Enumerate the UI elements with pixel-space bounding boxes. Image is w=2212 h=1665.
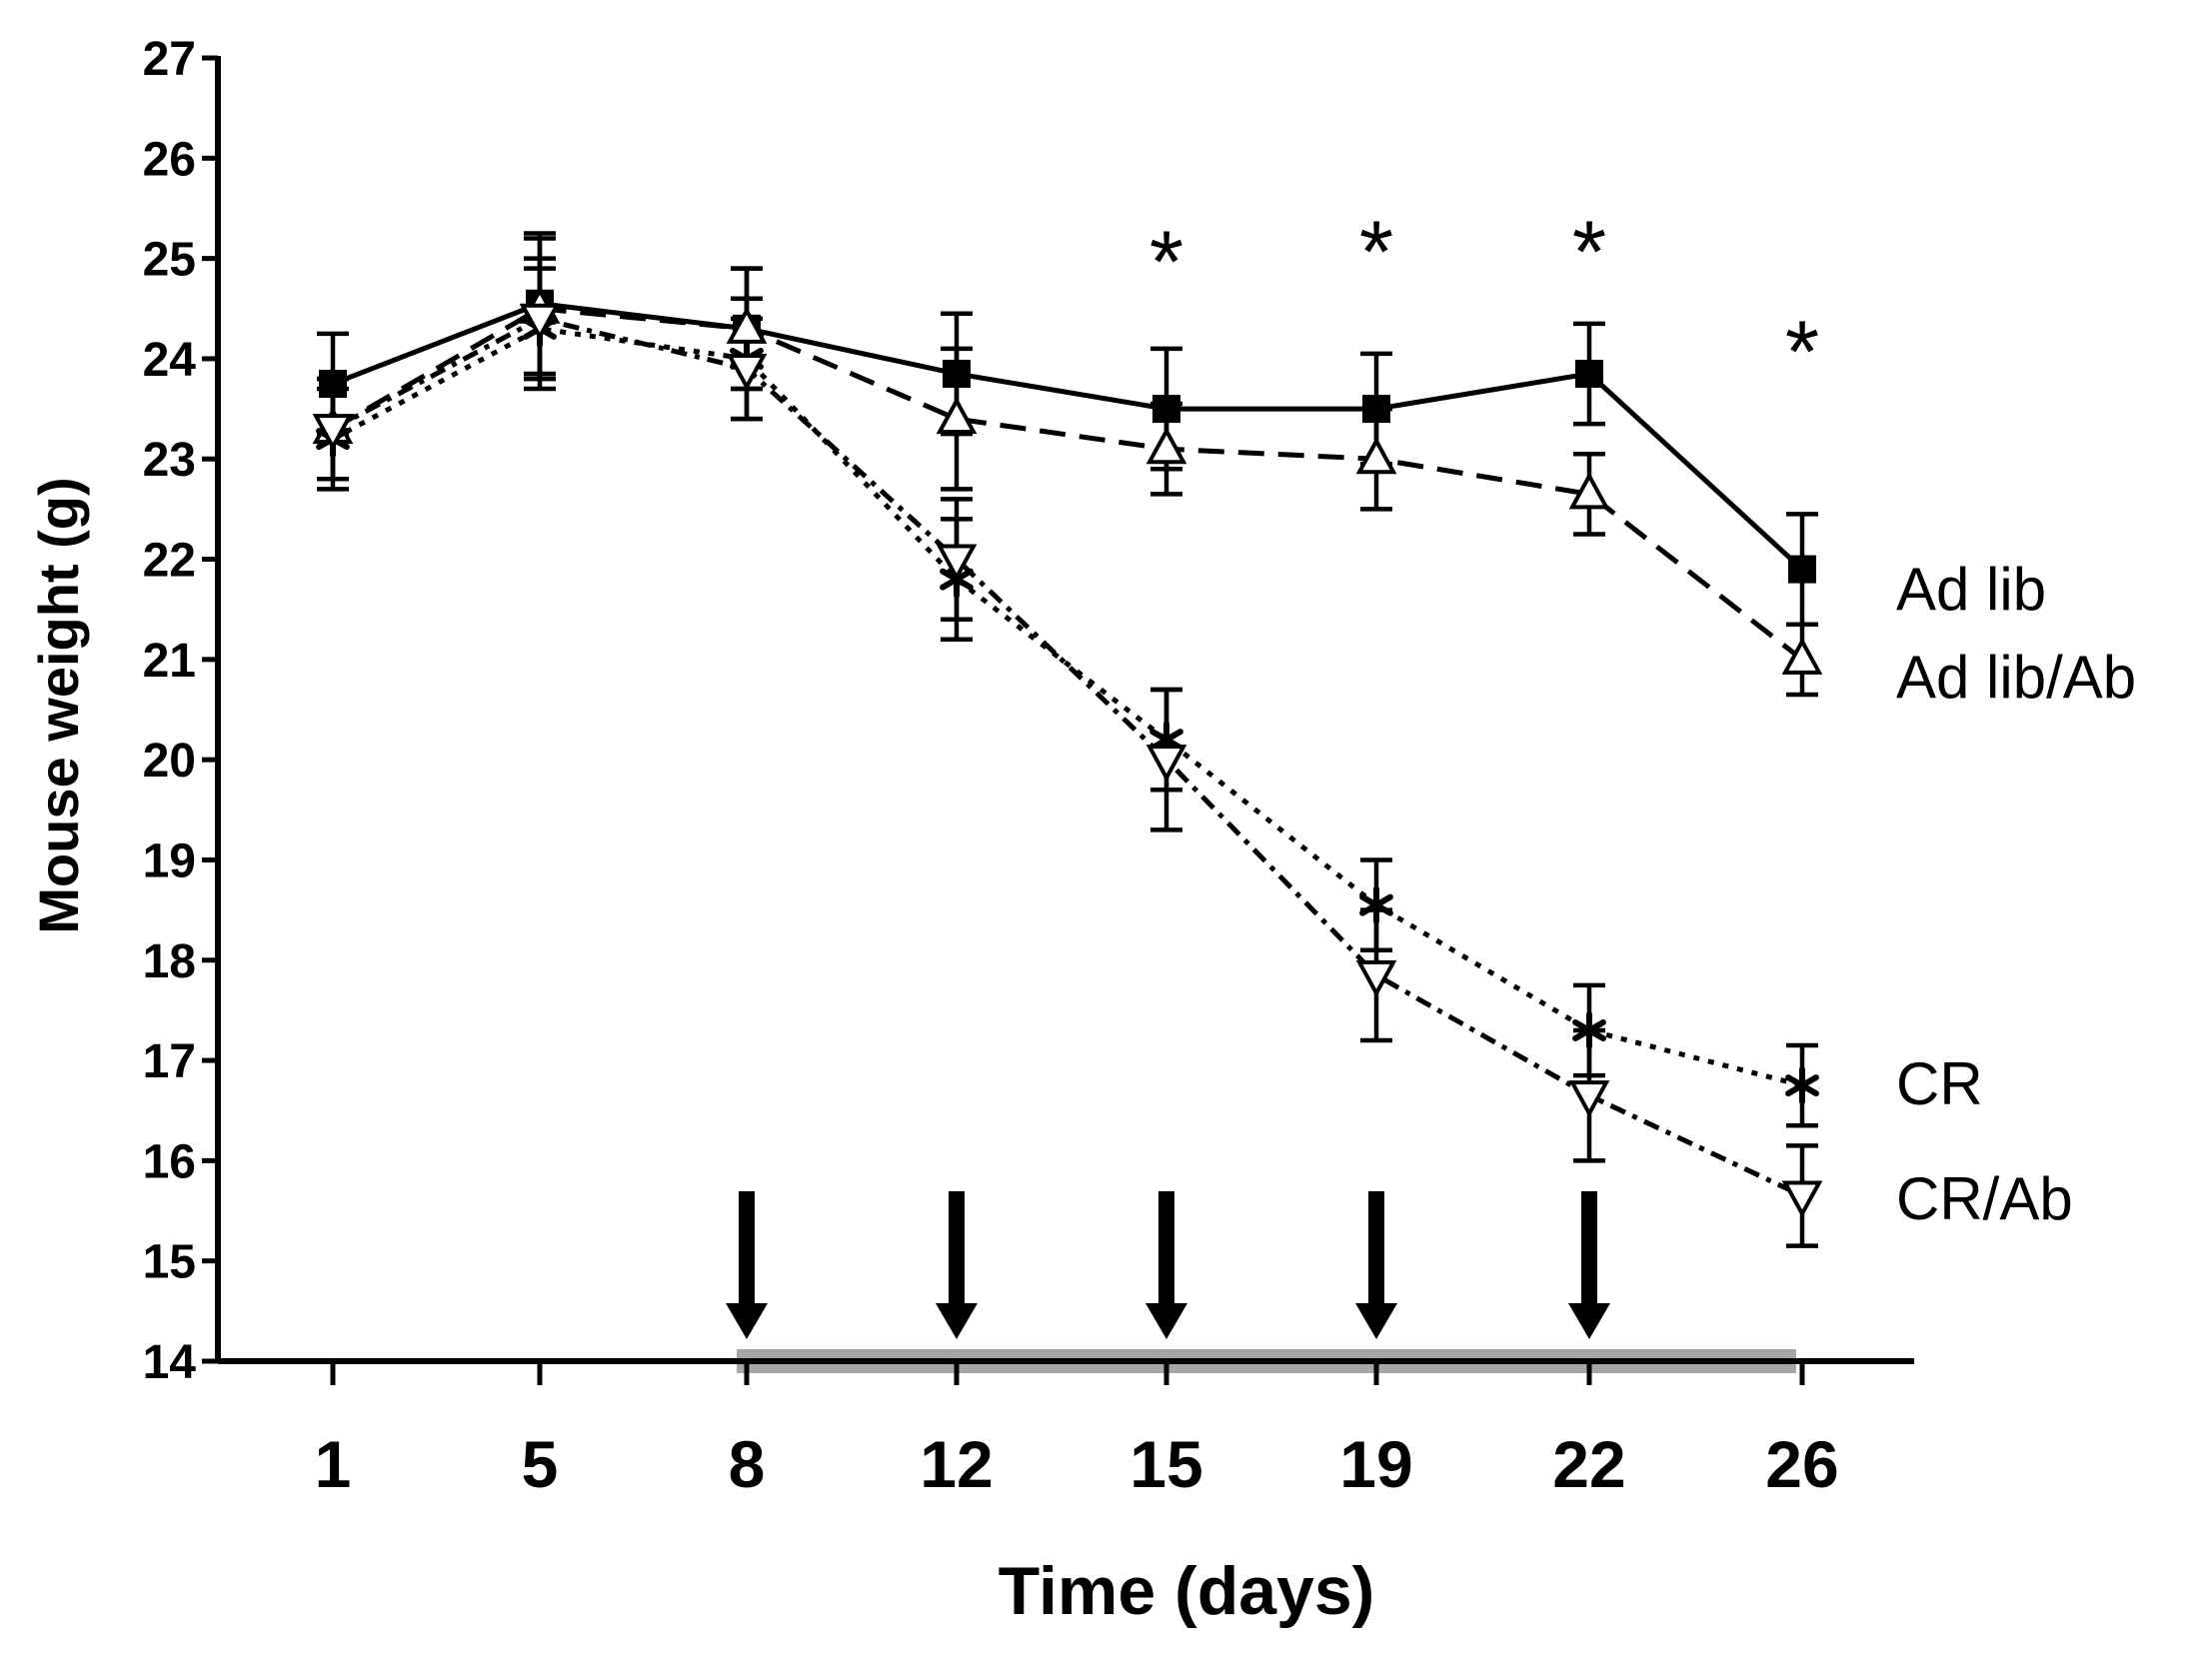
y-axis-title: Mouse weight (g) [27,477,90,933]
y-tick-label: 24 [143,334,197,387]
marker-cr-stroke [1572,1018,1606,1041]
marker-cr-ab [1781,1180,1823,1218]
marker-ad-lib-ab [1781,637,1823,675]
marker-ad-lib [1152,395,1180,424]
significance-asterisk: * [1359,202,1393,301]
x-tick-label: 8 [729,1427,766,1501]
axes-layer [202,55,1914,1385]
marker-ad-lib-ab [936,396,978,435]
y-tick-label: 18 [143,935,196,988]
series-label-ad-lib-ab: Ad lib/Ab [1896,644,2136,711]
series-line-cr-ab [331,316,1804,1198]
marker-ad-lib [943,359,971,388]
y-tick-label: 25 [143,234,196,287]
marker-cr-ab [1568,1080,1610,1118]
marker-ad-lib-ab [1355,437,1397,475]
marker-ad-lib [1362,395,1390,424]
series-label-ad-lib: Ad lib [1896,556,2046,623]
significance-asterisk: * [1785,302,1819,401]
y-tick-label: 23 [143,434,196,487]
text-layer: Time (days) Mouse weight (g) 14151617181… [27,33,2136,1629]
y-tick-label: 16 [143,1135,196,1188]
marker-cr [1572,1010,1606,1049]
series-line-ad-lib [332,301,1804,572]
series-line-ad-lib-ab [331,306,1804,662]
marker-cr-stroke [1785,1074,1819,1097]
marker-cr-ab [1145,745,1187,783]
x-tick-label: 22 [1552,1427,1625,1501]
marker-ad-lib-ab [1568,472,1610,510]
y-tick-label: 20 [143,735,196,788]
treatment-arrows-layer [726,1191,1610,1339]
significance-asterisk: * [1572,202,1606,301]
marker-cr [1359,885,1393,924]
treatment-arrow-head [1355,1303,1397,1339]
marker-ad-lib-ab [1145,427,1187,465]
series-label-cr: CR [1896,1050,1983,1117]
y-tick-label: 22 [143,535,196,588]
x-tick-label: 1 [315,1427,352,1501]
x-tick-label: 5 [522,1427,559,1501]
markers-layer [312,286,1823,1218]
treatment-arrow-head [1145,1303,1187,1339]
x-tick-label: 15 [1129,1427,1202,1501]
marker-cr [1785,1066,1819,1105]
y-tick-label: 19 [143,834,196,887]
marker-cr-ab [936,544,978,582]
y-tick-label: 27 [143,33,196,86]
significance-asterisk: * [1149,212,1183,311]
marker-cr-ab [312,414,354,452]
treatment-arrow-head [936,1303,978,1339]
y-tick-label: 26 [143,133,196,186]
marker-cr-ab [726,353,768,392]
x-tick-label: 26 [1765,1427,1838,1501]
y-tick-label: 17 [143,1035,196,1088]
y-tick-label: 14 [143,1336,197,1389]
marker-ad-lib [1575,359,1603,388]
series-lines-layer [331,301,1804,1198]
x-tick-label: 19 [1339,1427,1412,1501]
series-line-cr [331,326,1803,1088]
marker-cr-ab [519,303,561,341]
x-axis-title: Time (days) [999,1553,1375,1629]
marker-cr-stroke [1359,893,1393,916]
y-tick-label: 21 [143,635,196,688]
y-tick-label: 15 [143,1236,196,1289]
series-label-cr-ab: CR/Ab [1896,1165,2073,1232]
treatment-arrow-head [1568,1303,1610,1339]
treatment-arrow-head [726,1303,768,1339]
marker-ad-lib [319,370,347,398]
marker-ad-lib [1788,555,1816,584]
marker-cr-ab [1355,959,1397,997]
x-tick-label: 12 [920,1427,993,1501]
